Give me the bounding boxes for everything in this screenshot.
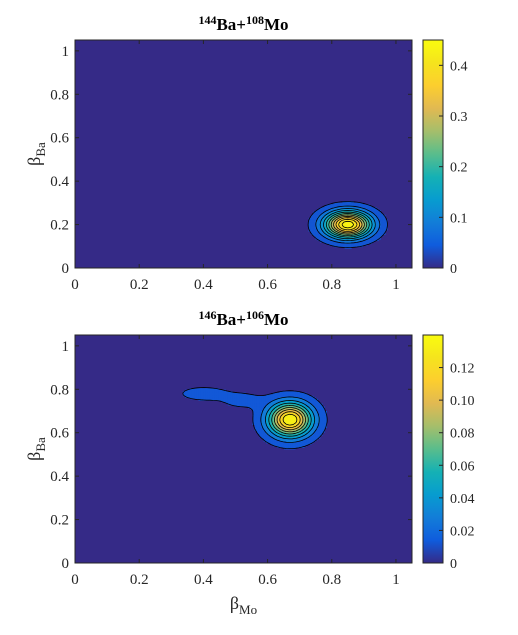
colorbar-tick-label: 0.04	[450, 492, 475, 507]
colorbar-gradient	[422, 334, 444, 564]
colorbar: 0 0.1 0.2 0.3 0.4	[422, 39, 468, 277]
contour-line	[307, 201, 388, 248]
contour-line	[341, 220, 355, 229]
colorbar-gradient	[422, 39, 444, 269]
y-tick-label: 0.4	[50, 469, 69, 485]
colorbar-tick-label: 0.4	[450, 59, 468, 74]
y-axis-label: βBa	[24, 142, 48, 166]
x-tick-label: 0.4	[194, 277, 213, 293]
x-tick-label: 1	[392, 277, 400, 293]
contour-line	[274, 407, 307, 433]
contour-line	[333, 215, 363, 234]
contour-lines	[182, 387, 328, 449]
x-tick-label: 0	[71, 277, 79, 293]
chart-title: 146Ba+106Mo	[198, 308, 288, 329]
chart-panel-1: 0 0.2 0.4 0.6 0.8 1 0 0.2 0.4 0.6 0.8 1 144Ba+108Mo β…	[24, 13, 468, 293]
colorbar-tick-label: 0.1	[450, 211, 468, 226]
y-tick-label: 0.4	[50, 174, 69, 190]
plot-background	[75, 335, 412, 563]
colorbar-tick-label: 0.2	[450, 161, 468, 176]
x-axis-label: βMo	[230, 593, 257, 617]
x-tick-label: 0.2	[130, 572, 149, 588]
y-tick-label: 0	[62, 556, 70, 572]
x-tick-label: 0.8	[322, 572, 341, 588]
y-tick-label: 0	[62, 261, 70, 277]
contour-line	[182, 387, 328, 449]
x-tick-label: 0.6	[258, 277, 277, 293]
contour-line	[325, 211, 370, 238]
contour-line	[268, 402, 312, 437]
chart-title: 144Ba+108Mo	[198, 13, 288, 34]
contour-line	[330, 214, 365, 235]
x-tick-label: 1	[392, 572, 400, 588]
x-tick-label: 0.4	[194, 572, 213, 588]
contour-line	[335, 217, 361, 232]
contour-line	[338, 218, 358, 231]
y-tick-label: 0.2	[50, 513, 69, 529]
y-tick-label: 1	[62, 44, 70, 60]
contour-line	[282, 413, 298, 426]
contour-line	[279, 411, 301, 428]
colorbar: 0 0.02 0.04 0.06 0.08 0.10 0.12	[422, 334, 475, 572]
contour-line	[323, 210, 373, 240]
x-tick-label: 0.2	[130, 277, 149, 293]
axes-box	[74, 334, 413, 564]
y-tick-label: 1	[62, 339, 70, 355]
contour-line	[319, 208, 376, 241]
colorbar-tick-label: 0.06	[450, 459, 475, 474]
colorbar-tick-label: 0.12	[450, 362, 475, 377]
y-tick-label: 0.8	[50, 382, 69, 398]
y-tick-label: 0.6	[50, 426, 69, 442]
y-tick-label: 0.8	[50, 87, 69, 103]
contour-line	[328, 213, 368, 236]
contour-line	[276, 409, 304, 431]
x-tick-label: 0	[71, 572, 79, 588]
contour-line	[265, 400, 316, 440]
colorbar-tick-label: 0.3	[450, 110, 468, 125]
contour-line	[315, 205, 381, 244]
contour-line	[271, 405, 309, 435]
y-tick-label: 0.6	[50, 131, 69, 147]
contour-lines	[307, 201, 388, 248]
colorbar-tick-label: 0.10	[450, 394, 475, 409]
y-tick-label: 0.2	[50, 218, 69, 234]
contour-line	[260, 396, 320, 443]
axes-box	[74, 39, 413, 269]
chart-panel-2: 0 0.2 0.4 0.6 0.8 1 0 0.2 0.4 0.6 0.8 1 146Ba+106Mo β…	[24, 308, 475, 617]
colorbar-tick-label: 0	[450, 262, 457, 277]
x-tick-label: 0.6	[258, 572, 277, 588]
x-tick-label: 0.8	[322, 277, 341, 293]
colorbar-tick-label: 0.02	[450, 524, 475, 539]
colorbar-tick-label: 0	[450, 557, 457, 572]
colorbar-tick-label: 0.08	[450, 427, 475, 442]
y-axis-label: βBa	[24, 437, 48, 461]
